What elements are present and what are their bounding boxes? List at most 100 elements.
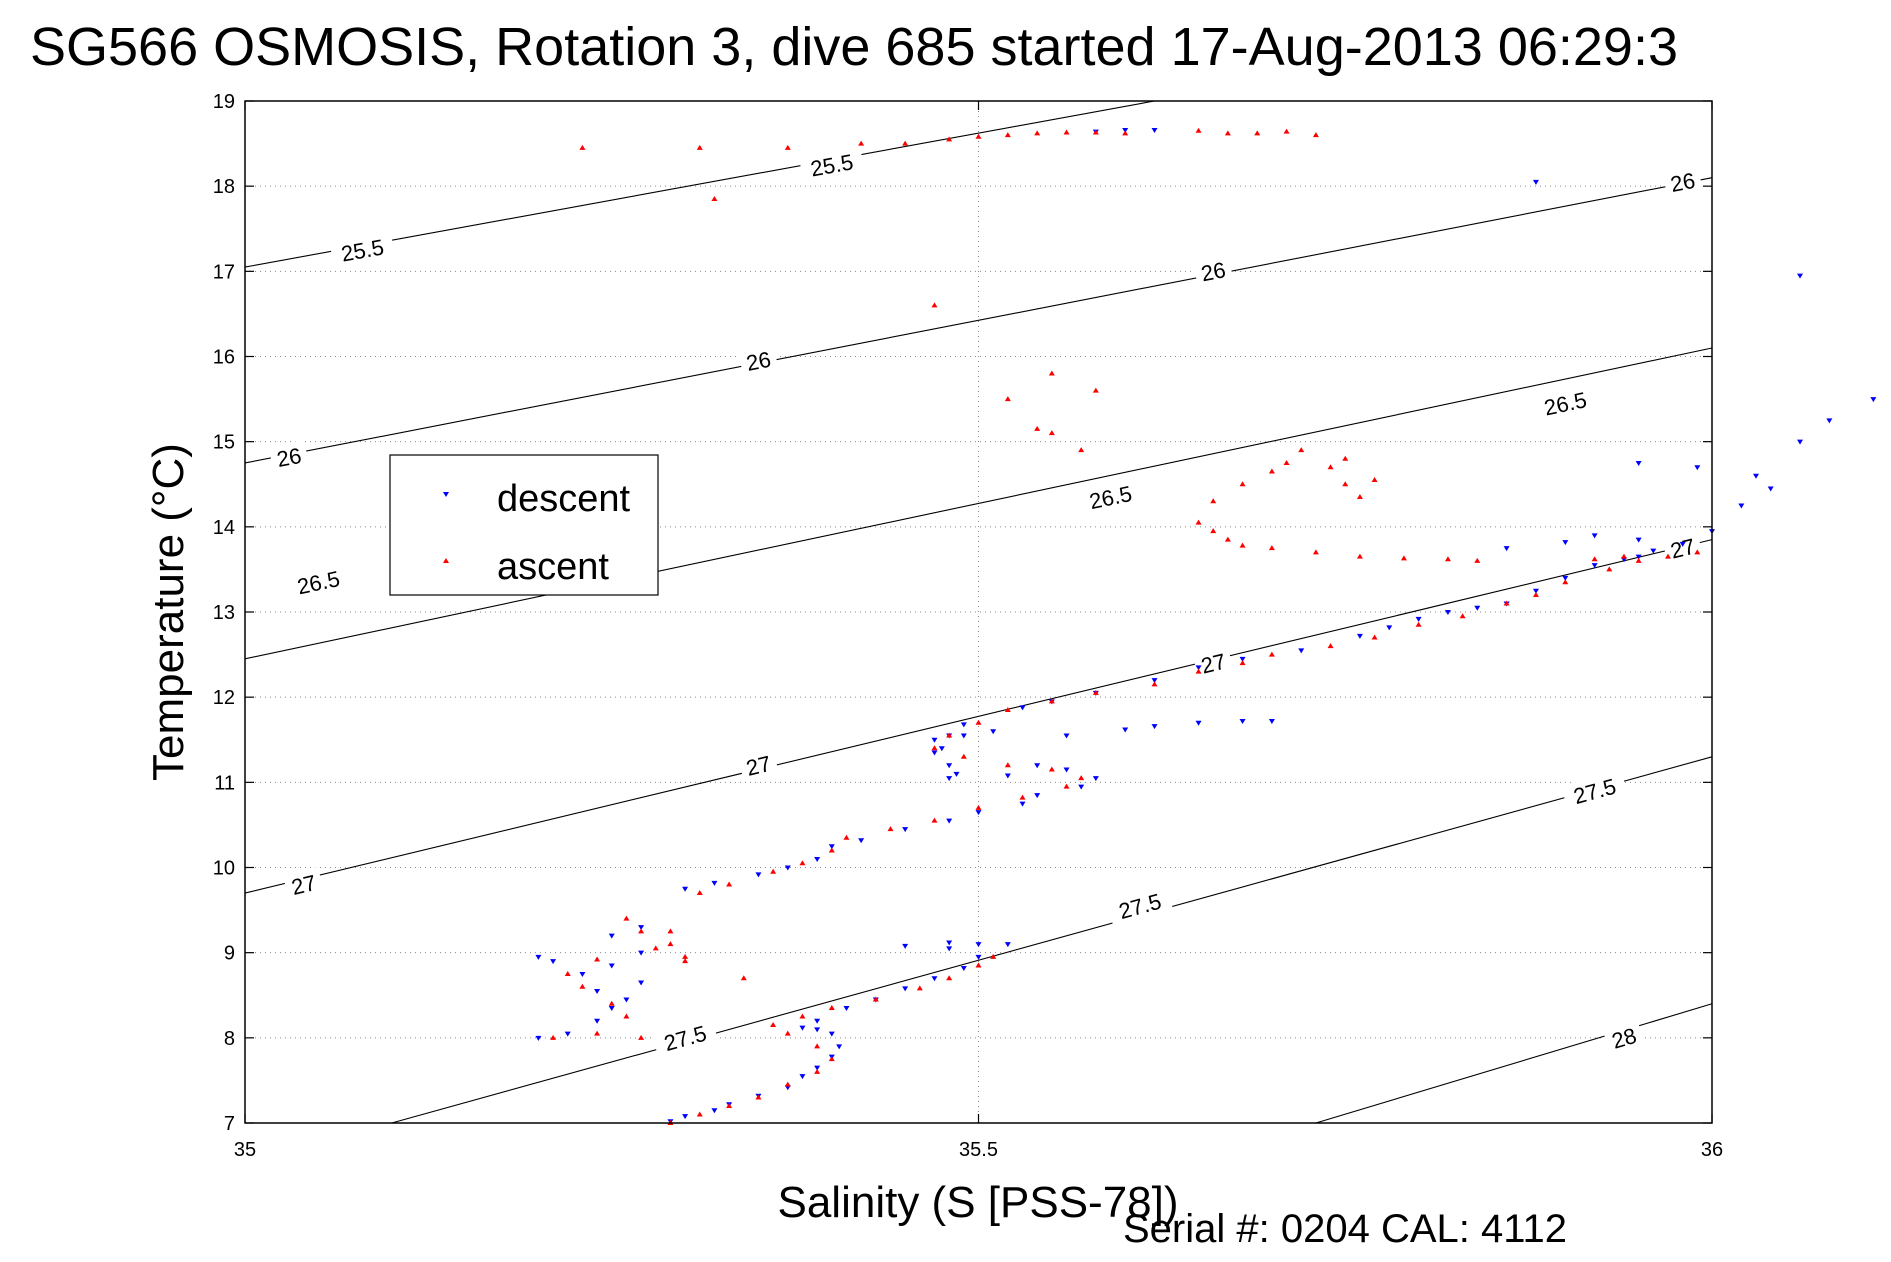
- ascent-point: [1210, 528, 1217, 534]
- isopycnal-line: [244, 177, 1713, 464]
- descent-point: [1239, 719, 1246, 725]
- ascent-point: [711, 195, 718, 201]
- descent-point: [1650, 548, 1657, 554]
- descent-point: [608, 963, 615, 969]
- ascent-point: [1195, 668, 1202, 674]
- descent-point: [1635, 554, 1642, 560]
- descent-point: [550, 959, 557, 965]
- ascent-point: [828, 1005, 835, 1011]
- descent-point: [1004, 773, 1011, 779]
- descent-point: [682, 1114, 689, 1120]
- ascent-point: [1063, 783, 1070, 789]
- descent-point: [828, 844, 835, 850]
- descent-point: [1195, 665, 1202, 671]
- isopycnal-label: 26.5: [1087, 481, 1134, 514]
- descent-point: [931, 976, 938, 982]
- descent-point: [946, 818, 953, 824]
- descent-point: [946, 776, 953, 782]
- ascent-point: [1312, 132, 1319, 138]
- ascent-point: [1004, 132, 1011, 138]
- isopycnal-label: 27: [289, 870, 319, 900]
- ascent-point: [696, 890, 703, 896]
- x-axis-label: Salinity (S [PSS-78]): [777, 1178, 1178, 1227]
- serial-cal-label: Serial #: 0204 CAL: 4112: [1123, 1207, 1568, 1251]
- descent-point: [608, 933, 615, 939]
- ascent-point: [960, 753, 967, 759]
- ascent-point: [1224, 536, 1231, 542]
- ascent-point: [1195, 519, 1202, 525]
- ascent-point: [726, 881, 733, 887]
- ascent-point: [975, 962, 982, 968]
- descent-point: [960, 733, 967, 739]
- descent-point: [953, 771, 960, 777]
- ascent-point: [579, 983, 586, 989]
- descent-point: [902, 943, 909, 949]
- descent-point: [711, 880, 718, 886]
- ascent-point: [1004, 396, 1011, 402]
- isopycnal-line: [244, 100, 1155, 268]
- ascent-point: [652, 945, 659, 951]
- descent-point: [1503, 546, 1510, 552]
- ascent-point: [1400, 555, 1407, 561]
- ascent-point: [1591, 556, 1598, 562]
- ascent-point: [740, 975, 747, 981]
- ascent-point: [828, 1056, 835, 1062]
- ascent-point: [1371, 634, 1378, 640]
- descent-point: [1034, 793, 1041, 799]
- descent-point: [1826, 418, 1833, 424]
- descent-point: [1591, 563, 1598, 569]
- legend: descent ascent: [389, 454, 659, 596]
- descent-point: [836, 1044, 843, 1050]
- descent-point: [843, 1006, 850, 1012]
- isopycnal-label: 27.5: [661, 1021, 709, 1057]
- ascent-point: [667, 941, 674, 947]
- descent-point: [608, 1006, 615, 1012]
- isopycnal-label-bg: [1561, 769, 1628, 811]
- descent-point: [1195, 720, 1202, 726]
- ascent-point: [1664, 553, 1671, 559]
- descent-point: [1004, 942, 1011, 948]
- ascent-point: [1606, 566, 1613, 572]
- isopycnal-label: 27.5: [1116, 889, 1164, 925]
- descent-point: [938, 746, 945, 752]
- ascent-point: [1092, 387, 1099, 393]
- ascent-point: [975, 804, 982, 810]
- descent-point: [1122, 727, 1129, 733]
- descent-point: [931, 737, 938, 743]
- descent-point: [1019, 705, 1026, 711]
- ascent-point: [1195, 127, 1202, 133]
- descent-point: [638, 980, 645, 986]
- descent-point: [1635, 460, 1642, 466]
- ascent-point: [1620, 553, 1627, 559]
- ascent-point: [1048, 370, 1055, 376]
- isopycnal-label-bg: [798, 145, 865, 183]
- descent-point: [1356, 633, 1363, 639]
- descent-point: [1386, 625, 1393, 631]
- descent-point: [975, 810, 982, 816]
- descent-point: [814, 856, 821, 862]
- isopycnal-label-bg: [651, 1016, 719, 1058]
- descent-point: [1151, 678, 1158, 684]
- ascent-point: [1239, 542, 1246, 548]
- descent-point: [1635, 537, 1642, 543]
- descent-point: [975, 942, 982, 948]
- isopycnal-label-bg: [282, 866, 324, 901]
- ascent-point: [902, 140, 909, 146]
- ascent-point: [1239, 481, 1246, 487]
- ascent-point: [1268, 545, 1275, 551]
- ascent-point: [1327, 643, 1334, 649]
- ascent-point: [1210, 498, 1217, 504]
- ascent-point: [975, 133, 982, 139]
- descent-point: [1151, 724, 1158, 730]
- ascent-point: [726, 1102, 733, 1108]
- chart-title: SG566 OSMOSIS, Rotation 3, dive 685 star…: [30, 17, 1679, 77]
- ascent-point: [975, 719, 982, 725]
- y-tick-label: 8: [224, 1028, 235, 1050]
- legend-ascent-label: ascent: [497, 546, 609, 588]
- ascent-point: [770, 1022, 777, 1028]
- ascent-point: [814, 1068, 821, 1074]
- ascent-point: [931, 745, 938, 751]
- isopycnal-label-bg: [268, 439, 309, 473]
- ascent-point: [1342, 481, 1349, 487]
